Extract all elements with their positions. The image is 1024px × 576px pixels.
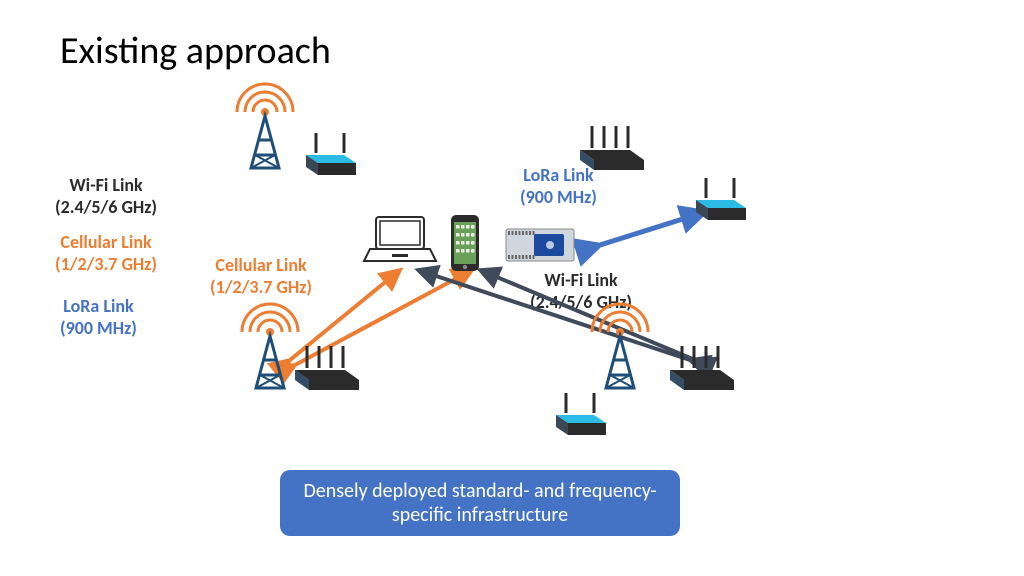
cell-tower-icon xyxy=(237,84,293,168)
lora-gateway-icon xyxy=(556,393,606,435)
laptop-icon xyxy=(364,217,436,261)
phone-icon xyxy=(451,215,479,271)
edge-wifi xyxy=(480,270,695,360)
slide: Existing approach Wi-Fi Link (2.4/5/6 GH… xyxy=(0,0,1024,576)
router-icon xyxy=(295,346,359,390)
edges xyxy=(290,212,705,365)
cell-tower-icon xyxy=(592,304,648,388)
edge-lora xyxy=(600,212,705,245)
edge-wifi xyxy=(418,270,690,360)
nodes xyxy=(237,84,746,435)
lora-gateway-icon xyxy=(696,178,746,220)
lora-gateway-icon xyxy=(306,133,356,175)
diagram-canvas xyxy=(0,0,1024,576)
router-icon xyxy=(580,126,644,170)
devboard-icon xyxy=(506,229,574,261)
cell-tower-icon xyxy=(242,304,298,388)
